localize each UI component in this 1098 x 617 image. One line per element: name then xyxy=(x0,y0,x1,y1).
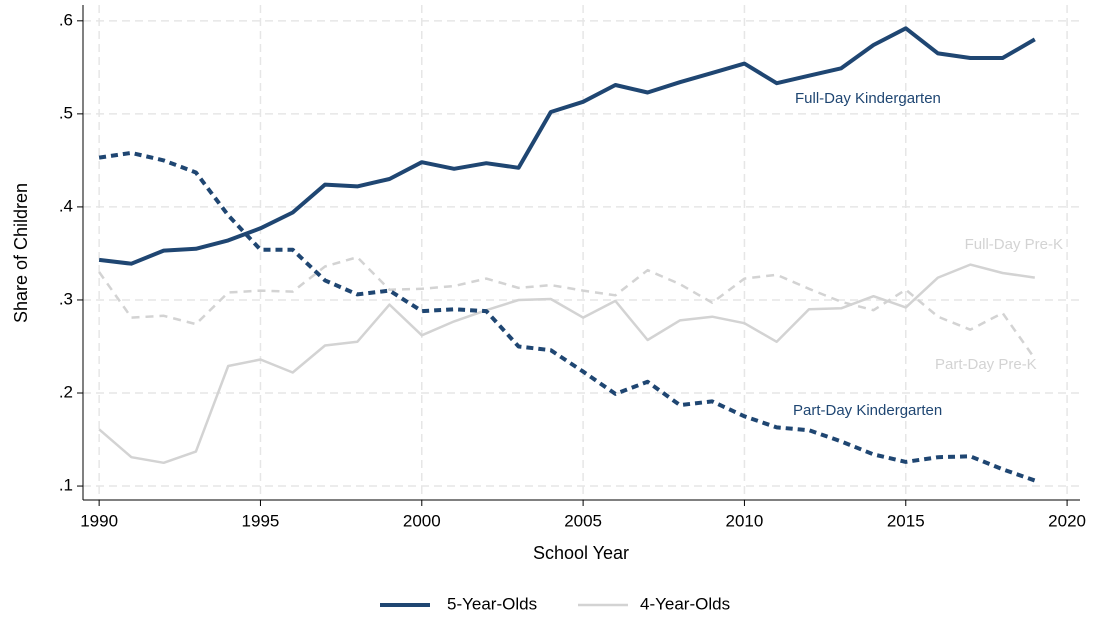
x-axis-title: School Year xyxy=(533,543,629,563)
x-tick-label: 2020 xyxy=(1048,511,1086,530)
y-tick-label: .4 xyxy=(59,196,73,215)
series-label: Full-Day Pre-K xyxy=(965,236,1063,253)
y-tick-label: .3 xyxy=(59,289,73,308)
series-line xyxy=(98,263,1035,465)
x-tick-label: 2000 xyxy=(403,511,441,530)
x-tick-label: 2010 xyxy=(726,511,764,530)
x-tick-label: 2005 xyxy=(564,511,602,530)
y-tick-label: .2 xyxy=(59,382,73,401)
series-line xyxy=(98,26,1036,266)
legend-label: 4-Year-Olds xyxy=(640,594,730,613)
x-tick-label: 2015 xyxy=(887,511,925,530)
y-tick-label: .5 xyxy=(59,103,73,122)
y-axis-title: Share of Children xyxy=(11,183,31,323)
y-tick-label: .6 xyxy=(59,10,73,29)
x-tick-label: 1990 xyxy=(80,511,118,530)
y-tick-label: .1 xyxy=(59,476,73,495)
series-label: Part-Day Pre-K xyxy=(935,356,1037,373)
series-label: Part-Day Kindergarten xyxy=(793,402,942,419)
series-line xyxy=(98,150,1036,483)
series-label: Full-Day Kindergarten xyxy=(795,90,941,107)
legend-label: 5-Year-Olds xyxy=(447,594,537,613)
x-tick-label: 1995 xyxy=(242,511,280,530)
